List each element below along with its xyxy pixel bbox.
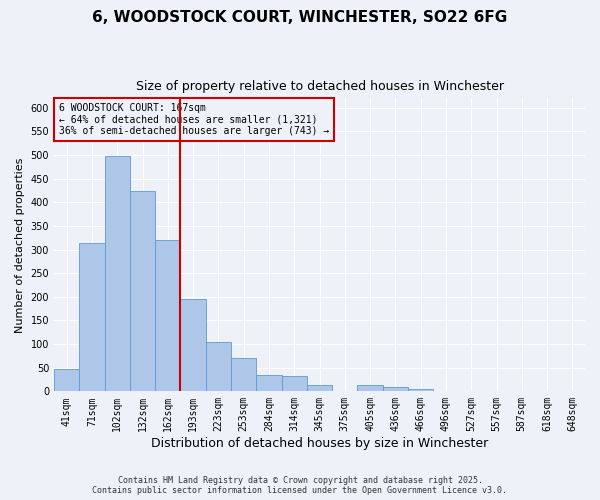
Y-axis label: Number of detached properties: Number of detached properties	[15, 157, 25, 332]
Bar	[104, 156, 130, 392]
Bar	[383, 387, 408, 392]
Bar	[206, 342, 231, 392]
Text: 6, WOODSTOCK COURT, WINCHESTER, SO22 6FG: 6, WOODSTOCK COURT, WINCHESTER, SO22 6FG	[92, 10, 508, 25]
Bar	[181, 298, 206, 392]
X-axis label: Distribution of detached houses by size in Winchester: Distribution of detached houses by size …	[151, 437, 488, 450]
Bar	[54, 369, 79, 392]
Bar	[358, 384, 383, 392]
Bar	[307, 385, 332, 392]
Bar	[130, 191, 155, 392]
Text: Contains HM Land Registry data © Crown copyright and database right 2025.
Contai: Contains HM Land Registry data © Crown c…	[92, 476, 508, 495]
Bar	[231, 358, 256, 392]
Bar	[79, 243, 104, 392]
Bar	[155, 240, 181, 392]
Bar	[256, 375, 281, 392]
Bar	[281, 376, 307, 392]
Title: Size of property relative to detached houses in Winchester: Size of property relative to detached ho…	[136, 80, 503, 93]
Text: 6 WOODSTOCK COURT: 167sqm
← 64% of detached houses are smaller (1,321)
36% of se: 6 WOODSTOCK COURT: 167sqm ← 64% of detac…	[59, 102, 329, 136]
Bar	[408, 389, 433, 392]
